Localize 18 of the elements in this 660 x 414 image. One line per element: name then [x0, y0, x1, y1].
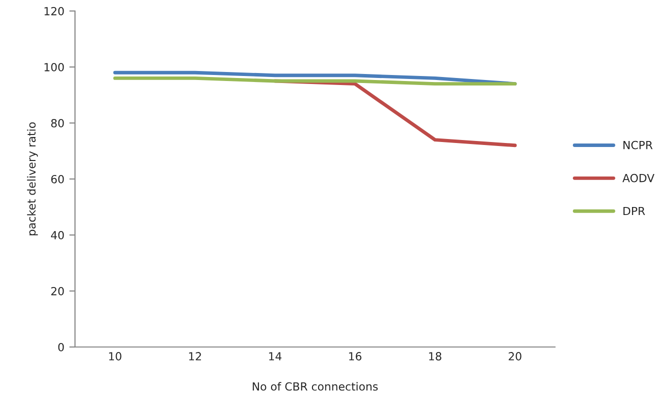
x-tick-label: 10 — [109, 352, 122, 360]
legend-label: AODV — [622, 174, 654, 182]
y-tick-label: 100 — [44, 62, 64, 72]
x-tick-label: 18 — [429, 352, 442, 360]
x-tick-label: 12 — [189, 352, 201, 360]
x-tick-label: 16 — [349, 352, 362, 360]
y-tick-label: 120 — [44, 6, 64, 16]
y-tick-label: 80 — [51, 118, 64, 128]
y-axis-title: packet delivery ratio — [27, 122, 38, 236]
legend-label: DPR — [623, 206, 646, 216]
y-tick-label: 40 — [50, 230, 64, 240]
x-tick-label: 20 — [508, 352, 522, 360]
legend-label: NCPR — [623, 140, 653, 150]
y-tick-label: 0 — [58, 342, 64, 352]
y-tick-label: 20 — [51, 286, 64, 296]
y-tick-label: 60 — [51, 174, 64, 184]
x-axis-title: No of CBR connections — [252, 382, 378, 391]
x-tick-label: 14 — [269, 352, 282, 360]
